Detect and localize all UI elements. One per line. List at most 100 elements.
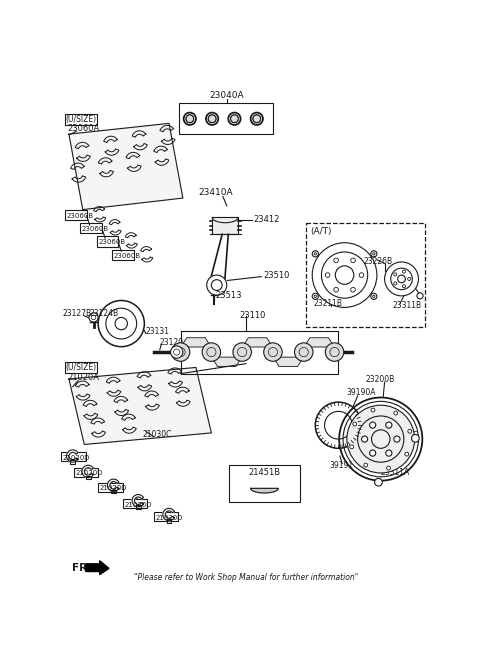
Bar <box>96 236 118 247</box>
Polygon shape <box>82 465 94 478</box>
Polygon shape <box>304 338 335 357</box>
Text: 23120: 23120 <box>160 338 184 346</box>
Polygon shape <box>69 367 211 445</box>
Circle shape <box>339 398 422 481</box>
Polygon shape <box>212 217 238 234</box>
Bar <box>179 104 273 134</box>
Text: 23311A: 23311A <box>381 468 410 478</box>
Circle shape <box>386 466 390 470</box>
Text: 1430JE: 1430JE <box>391 431 417 440</box>
Circle shape <box>386 450 392 456</box>
Text: 39191: 39191 <box>329 461 353 470</box>
Circle shape <box>98 300 144 346</box>
Circle shape <box>233 343 252 361</box>
Circle shape <box>386 422 392 428</box>
Circle shape <box>253 115 261 123</box>
Bar <box>111 489 116 493</box>
Circle shape <box>347 405 415 473</box>
Text: (U/SIZE): (U/SIZE) <box>66 363 97 372</box>
Circle shape <box>350 445 354 449</box>
Circle shape <box>312 243 377 308</box>
Circle shape <box>417 293 423 299</box>
Bar <box>229 465 300 502</box>
Text: 23200B: 23200B <box>365 375 395 384</box>
Polygon shape <box>163 508 174 521</box>
Circle shape <box>207 275 227 295</box>
Polygon shape <box>67 450 78 462</box>
Bar <box>136 505 141 508</box>
Text: 23311B: 23311B <box>392 301 421 310</box>
Circle shape <box>264 343 282 361</box>
Circle shape <box>295 343 313 361</box>
Polygon shape <box>132 495 144 507</box>
Text: 21030C: 21030C <box>143 430 172 439</box>
Circle shape <box>325 343 344 361</box>
Bar <box>306 224 425 327</box>
Text: 23060B: 23060B <box>82 226 109 232</box>
Bar <box>86 476 91 480</box>
Text: 23040A: 23040A <box>209 91 244 100</box>
Circle shape <box>171 343 190 361</box>
Text: 23211B: 23211B <box>314 299 343 308</box>
Circle shape <box>353 422 357 426</box>
Bar <box>123 499 147 508</box>
Bar <box>81 222 102 234</box>
Circle shape <box>371 408 375 412</box>
Bar <box>112 250 133 260</box>
Polygon shape <box>69 123 183 210</box>
Bar <box>65 362 97 373</box>
Text: 21451B: 21451B <box>249 468 280 478</box>
Bar <box>65 114 97 125</box>
Text: 23412: 23412 <box>254 215 280 224</box>
Text: (A/T): (A/T) <box>311 227 332 236</box>
Circle shape <box>208 115 216 123</box>
Circle shape <box>394 436 400 442</box>
Bar <box>167 519 171 523</box>
Circle shape <box>186 115 193 123</box>
Polygon shape <box>273 348 304 367</box>
Circle shape <box>361 436 368 442</box>
Text: (U/SIZE): (U/SIZE) <box>66 115 97 124</box>
Circle shape <box>370 422 376 428</box>
Text: 23060B: 23060B <box>98 239 125 245</box>
Circle shape <box>230 115 238 123</box>
Bar <box>70 461 75 464</box>
Circle shape <box>202 343 221 361</box>
Circle shape <box>394 411 398 415</box>
Text: 23060B: 23060B <box>67 213 94 219</box>
Text: 23410A: 23410A <box>198 188 232 197</box>
Bar <box>61 452 86 461</box>
Text: 21020D: 21020D <box>75 470 103 476</box>
Text: 21020D: 21020D <box>63 455 90 461</box>
Text: 21020D: 21020D <box>100 485 127 491</box>
Circle shape <box>370 450 376 456</box>
Circle shape <box>384 262 419 296</box>
Circle shape <box>374 478 382 486</box>
Text: 39190A: 39190A <box>346 388 375 398</box>
Text: "Please refer to Work Shop Manual for further information": "Please refer to Work Shop Manual for fu… <box>134 573 358 582</box>
Circle shape <box>405 452 408 456</box>
Circle shape <box>408 430 412 433</box>
Text: FR.: FR. <box>72 564 91 573</box>
Polygon shape <box>251 488 278 493</box>
Text: 23513: 23513 <box>215 291 242 300</box>
Text: 23127B: 23127B <box>63 309 92 318</box>
Text: 23226B: 23226B <box>364 256 393 266</box>
Text: 21020D: 21020D <box>124 502 152 508</box>
Polygon shape <box>86 561 109 575</box>
Circle shape <box>411 434 419 442</box>
Text: 23060B: 23060B <box>114 253 141 259</box>
Text: 23131: 23131 <box>146 327 170 336</box>
Text: 23060A: 23060A <box>67 124 100 133</box>
Polygon shape <box>211 348 242 367</box>
Bar <box>154 512 178 522</box>
Text: 23110: 23110 <box>240 312 266 320</box>
Bar <box>73 468 98 477</box>
Circle shape <box>89 313 98 322</box>
Polygon shape <box>242 338 273 357</box>
Text: 23510: 23510 <box>263 270 289 279</box>
Text: 23124B: 23124B <box>90 309 119 318</box>
Bar <box>98 483 123 492</box>
Circle shape <box>364 463 368 467</box>
Polygon shape <box>180 338 211 357</box>
